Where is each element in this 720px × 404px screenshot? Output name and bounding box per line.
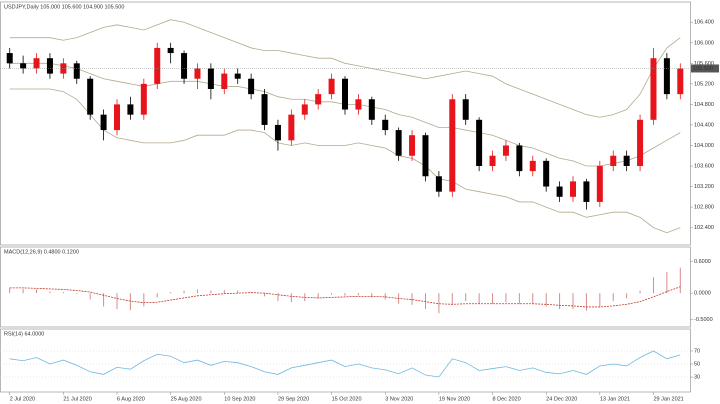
candle-body [181, 53, 188, 79]
x-tick-label: 29 Jan 2021 [653, 396, 683, 402]
candle-body [114, 104, 120, 131]
x-tick-label: 3 Nov 2020 [385, 396, 413, 402]
candle-body [127, 104, 134, 115]
x-tick-label: 2 Jul 2020 [10, 396, 35, 402]
last-price-label: 105.500 [693, 66, 713, 72]
candle-body [261, 94, 268, 125]
candle-body [154, 47, 161, 84]
y-tick-label: 106.400 [694, 20, 714, 26]
candle-body [395, 130, 402, 156]
candle-body [382, 119, 389, 131]
price-title: USDJPY,Daily 105.000 105.600 104.900 105… [4, 4, 124, 10]
candle-body [422, 135, 429, 177]
candle-body [301, 104, 308, 115]
bollinger-band [9, 19, 681, 118]
candle-body [637, 119, 644, 166]
candle-body [342, 78, 348, 110]
candle-body [315, 94, 322, 105]
bollinger-band [9, 88, 681, 234]
candle-body [583, 181, 590, 202]
y-tick-label: 102.400 [694, 225, 714, 231]
candle-body [677, 68, 684, 95]
candle-body [328, 78, 335, 95]
y-tick-label: 106.000 [694, 40, 714, 46]
candle-body [194, 68, 201, 79]
candle-body [87, 78, 94, 115]
candle-body [288, 114, 295, 141]
candle-body [207, 68, 214, 89]
y-tick-label: 30 [694, 374, 700, 380]
y-tick-label: 105.200 [694, 81, 714, 87]
candle-body [46, 58, 53, 74]
candle-body [663, 58, 670, 95]
candle-body [556, 186, 563, 197]
candle-body [435, 176, 442, 192]
candle-body [33, 58, 40, 69]
x-tick-label: 15 Oct 2020 [332, 396, 362, 402]
x-tick-label: 10 Sep 2020 [224, 396, 255, 402]
rsi-line [9, 350, 681, 378]
candle-body [248, 78, 255, 95]
macd-title: MACD(12,26,9) 0.4800 0.1200 [4, 249, 79, 255]
y-tick-label: 0.6000 [694, 259, 711, 265]
candle-body [20, 63, 27, 69]
candle-body [73, 63, 80, 79]
y-tick-label: -0.5000 [694, 317, 713, 323]
x-tick-label: 25 Aug 2020 [171, 396, 202, 402]
candle-body [610, 155, 617, 166]
candle-body [623, 155, 630, 166]
y-tick-label: 50 [694, 361, 700, 367]
rsi-title: RSI(14) 64.0000 [4, 331, 44, 337]
candle-body [355, 99, 362, 110]
candle-body [529, 160, 536, 172]
candle-body [489, 155, 496, 166]
candle-body [543, 160, 550, 187]
candle-body [274, 124, 281, 141]
candle-body [462, 99, 469, 120]
candle-body [596, 166, 603, 202]
candle-body [140, 83, 147, 115]
macd-signal [9, 286, 681, 308]
y-tick-label: 103.600 [694, 163, 714, 169]
candle-body [476, 119, 483, 166]
x-tick-label: 13 Jan 2021 [600, 396, 630, 402]
candle-body [221, 73, 228, 89]
y-tick-label: 0.0000 [694, 291, 711, 297]
x-tick-label: 29 Sep 2020 [278, 396, 309, 402]
rsi-panel [0, 328, 691, 393]
x-tick-label: 6 Aug 2020 [117, 396, 145, 402]
candle-body [502, 145, 509, 156]
y-tick-label: 104.400 [694, 122, 714, 128]
x-tick-label: 8 Dec 2020 [493, 396, 521, 402]
last-price-box [691, 64, 719, 73]
candle-body [449, 99, 456, 192]
x-tick-label: 24 Dec 2020 [546, 396, 577, 402]
candle-body [167, 47, 174, 54]
y-tick-label: 103.200 [694, 184, 714, 190]
y-tick-label: 102.800 [694, 205, 714, 211]
candle-body [6, 53, 13, 64]
y-tick-label: 105.600 [694, 61, 714, 67]
candle-body [409, 135, 416, 156]
candle-body [650, 58, 657, 120]
candle-body [516, 145, 523, 172]
candle-body [234, 73, 241, 79]
y-tick-label: 70 [694, 348, 700, 354]
candle-body [368, 99, 375, 120]
y-tick-label: 104.800 [694, 102, 714, 108]
candle-body [60, 63, 67, 74]
price-panel [0, 1, 691, 246]
y-tick-label: 104.000 [694, 143, 714, 149]
candle-body [570, 181, 576, 197]
candle-body [100, 114, 107, 131]
x-tick-label: 19 Nov 2020 [439, 396, 470, 402]
macd-panel [0, 246, 691, 328]
x-tick-label: 21 Jul 2020 [63, 396, 91, 402]
